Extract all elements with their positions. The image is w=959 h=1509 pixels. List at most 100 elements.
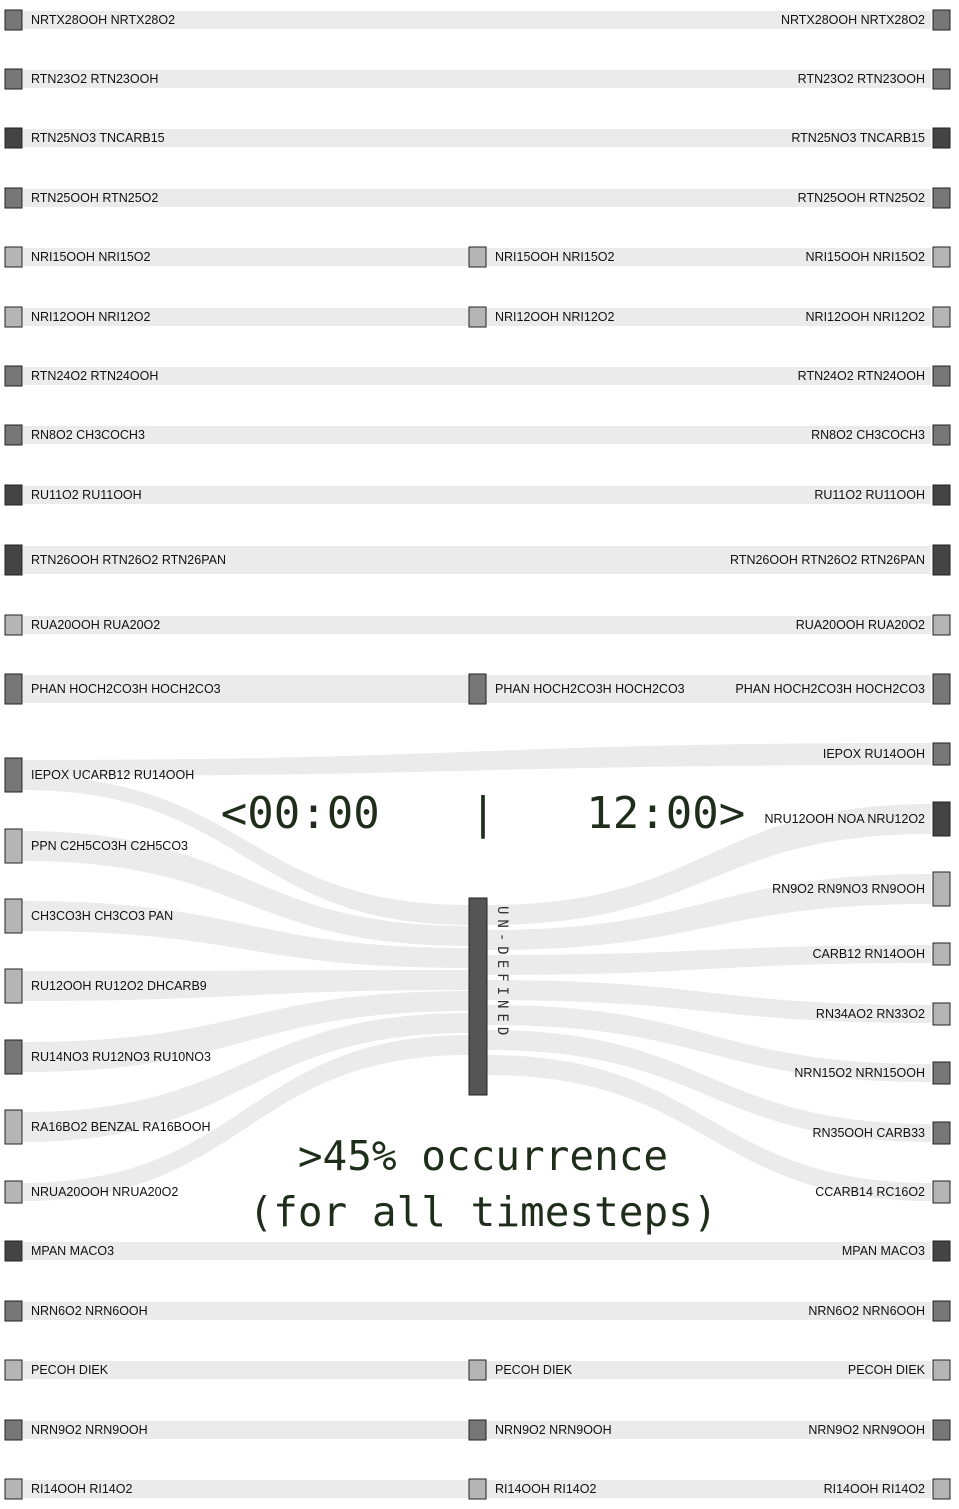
row-bottom-2-flow-band — [23, 1302, 931, 1320]
row-top-3-flow-band — [23, 129, 931, 147]
row-top-6-right-node — [932, 306, 951, 328]
row-top-7-right-label: RTN24O2 RTN24OOH — [798, 369, 925, 383]
right-node-1-label: IEPOX RU14OOH — [823, 747, 925, 761]
caption-line-1: >45% occurrence — [298, 1132, 668, 1180]
row-top-10-flow-band — [23, 546, 931, 574]
right-node-2 — [932, 801, 951, 837]
row-top-5-left-node — [4, 246, 23, 268]
right-node-6-flow-from-undefined — [487, 1005, 931, 1082]
row-bottom-1-right-label: MPAN MACO3 — [842, 1244, 925, 1258]
right-node-8-label: CCARB14 RC16O2 — [815, 1185, 925, 1199]
row-bottom-3-right-label: PECOH DIEK — [848, 1363, 926, 1377]
right-node-7-label: RN35OOH CARB33 — [812, 1126, 925, 1140]
row-bottom-3-right-node — [932, 1359, 951, 1381]
row-top-11-left-label: RUA20OOH RUA20O2 — [31, 618, 160, 632]
row-top-3-right-node — [932, 127, 951, 149]
row-bottom-1-flow-band — [23, 1242, 931, 1260]
left-node-5 — [4, 1039, 23, 1075]
row-top-4-right-label: RTN25OOH RTN25O2 — [798, 191, 925, 205]
left-node-5-flow-to-undefined — [23, 991, 469, 1072]
row-bottom-2-right-label: NRN6O2 NRN6OOH — [808, 1304, 925, 1318]
row-top-11-right-node — [932, 614, 951, 636]
row-bottom-5-left-node — [4, 1478, 23, 1500]
left-node-1 — [4, 757, 23, 793]
left-node-3 — [4, 898, 23, 934]
row-top-2-right-label: RTN23O2 RTN23OOH — [798, 72, 925, 86]
left-node-4 — [4, 968, 23, 1004]
left-node-2-flow-to-undefined — [23, 831, 469, 946]
flow-layer — [23, 11, 931, 1498]
caption-line-2: (for all timesteps) — [249, 1188, 718, 1236]
row-top-12-left-label: PHAN HOCH2CO3H HOCH2CO3 — [31, 682, 221, 696]
row-bottom-2-left-node — [4, 1300, 23, 1322]
left-node-7 — [4, 1180, 23, 1204]
left-node-3-label: CH3CO3H CH3CO3 PAN — [31, 909, 173, 923]
row-top-6-left-node — [4, 306, 23, 328]
row-top-6-middle-node — [468, 306, 487, 328]
row-top-3-left-node — [4, 127, 23, 149]
row-bottom-2-right-node — [932, 1300, 951, 1322]
row-bottom-1-left-node — [4, 1240, 23, 1262]
row-top-8-left-label: RN8O2 CH3COCH3 — [31, 428, 145, 442]
node-layer — [4, 9, 951, 1500]
row-top-7-left-node — [4, 365, 23, 387]
row-top-4-left-node — [4, 187, 23, 209]
left-node-2-label: PPN C2H5CO3H C2H5CO3 — [31, 839, 188, 853]
row-top-9-left-node — [4, 484, 23, 506]
row-top-6-left-label: NRI12OOH NRI12O2 — [31, 310, 151, 324]
left-node-1-flow-to-undefined — [23, 776, 469, 925]
right-node-3-flow-from-undefined — [487, 874, 931, 950]
row-top-3-left-label: RTN25NO3 TNCARB15 — [31, 131, 165, 145]
left-node-5-label: RU14NO3 RU12NO3 RU10NO3 — [31, 1050, 211, 1064]
row-top-8-flow-band — [23, 426, 931, 444]
right-node-5-label: RN34AO2 RN33O2 — [816, 1007, 925, 1021]
left-node-6 — [4, 1109, 23, 1145]
row-top-8-right-label: RN8O2 CH3COCH3 — [811, 428, 925, 442]
left-node-6-flow-to-undefined — [23, 1013, 469, 1142]
undefined-node — [468, 897, 488, 1096]
row-bottom-4-left-node — [4, 1419, 23, 1441]
right-node-8 — [932, 1180, 951, 1204]
row-bottom-4-middle-node — [468, 1419, 487, 1441]
row-bottom-3-left-label: PECOH DIEK — [31, 1363, 109, 1377]
row-top-2-left-node — [4, 68, 23, 90]
time-end: 12:00> — [586, 788, 745, 839]
row-top-6-middle-label: NRI12OOH NRI12O2 — [495, 310, 615, 324]
right-node-1 — [932, 742, 951, 766]
row-bottom-3-middle-label: PECOH DIEK — [495, 1363, 573, 1377]
row-top-4-flow-band — [23, 189, 931, 207]
row-bottom-1-right-node — [932, 1240, 951, 1262]
row-top-4-left-label: RTN25OOH RTN25O2 — [31, 191, 158, 205]
row-top-10-left-node — [4, 544, 23, 576]
row-top-12-right-node — [932, 673, 951, 705]
row-top-9-left-label: RU11O2 RU11OOH — [31, 488, 142, 502]
row-bottom-5-right-node — [932, 1478, 951, 1500]
right-node-2-label: NRU12OOH NOA NRU12O2 — [765, 812, 926, 826]
left-node-4-label: RU12OOH RU12O2 DHCARB9 — [31, 979, 207, 993]
right-node-8-flow-from-undefined — [487, 1055, 931, 1201]
time-divider: | — [470, 788, 497, 839]
row-bottom-4-right-node — [932, 1419, 951, 1441]
time-header: <00:00 | 12:00> — [221, 788, 745, 839]
row-top-5-middle-label: NRI15OOH NRI15O2 — [495, 250, 615, 264]
row-top-5-right-node — [932, 246, 951, 268]
row-top-1-left-label: NRTX28OOH NRTX28O2 — [31, 13, 175, 27]
row-bottom-2-left-label: NRN6O2 NRN6OOH — [31, 1304, 148, 1318]
row-bottom-5-right-label: RI14OOH RI14O2 — [824, 1482, 925, 1496]
row-bottom-3-left-node — [4, 1359, 23, 1381]
row-top-3-right-label: RTN25NO3 TNCARB15 — [791, 131, 925, 145]
row-bottom-3-middle-node — [468, 1359, 487, 1381]
right-node-7 — [932, 1121, 951, 1145]
right-node-6-label: NRN15O2 NRN15OOH — [794, 1066, 925, 1080]
right-node-5 — [932, 1002, 951, 1026]
label-layer: NRTX28OOH NRTX28O2 NRTX28OOH NRTX28O2 RTN2… — [31, 13, 926, 1496]
row-top-12-middle-node — [468, 673, 487, 705]
row-top-9-right-label: RU11O2 RU11OOH — [814, 488, 925, 502]
row-top-8-right-node — [932, 424, 951, 446]
row-top-1-left-node — [4, 9, 23, 31]
row-top-1-right-node — [932, 9, 951, 31]
row-top-1-flow-band — [23, 11, 931, 29]
time-start: <00:00 — [221, 788, 380, 839]
row-top-4-right-node — [932, 187, 951, 209]
